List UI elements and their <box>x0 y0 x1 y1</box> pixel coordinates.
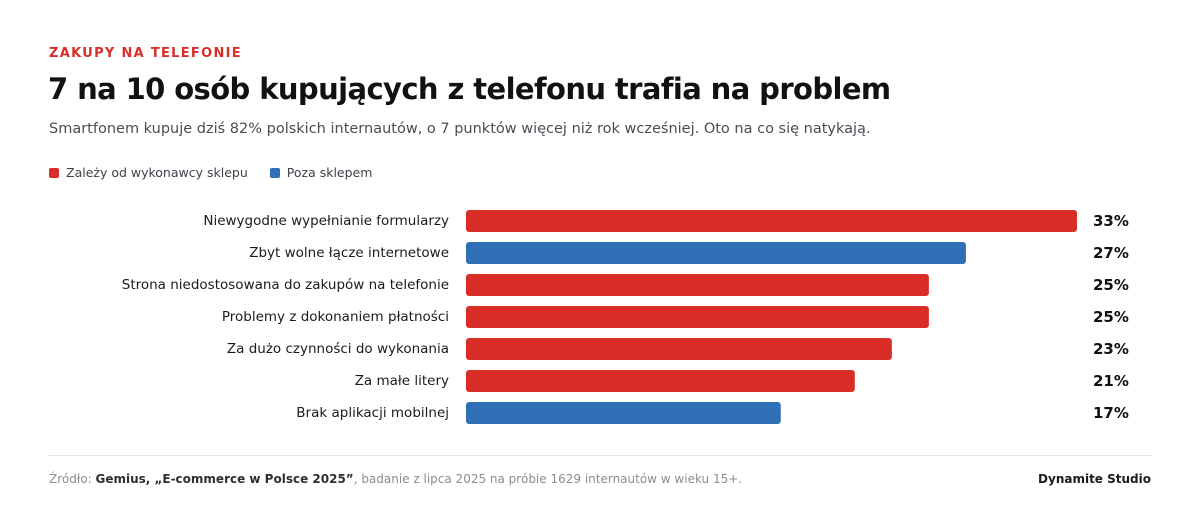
bar <box>466 210 1077 232</box>
bar <box>466 370 855 392</box>
chart-subtitle: Smartfonem kupuje dziś 82% polskich inte… <box>49 121 871 137</box>
legend-swatch-shop <box>49 167 59 178</box>
eyebrow-label: ZAKUPY NA TELEFONIE <box>49 46 242 61</box>
category-label: Za dużo czynności do wykonania <box>227 341 449 357</box>
category-label: Problemy z dokonaniem płatności <box>222 309 449 325</box>
category-label: Brak aplikacji mobilnej <box>296 405 449 421</box>
brand-credit: Dynamite Studio <box>1038 472 1151 486</box>
category-label: Zbyt wolne łącze internetowe <box>249 245 449 261</box>
value-label: 17% <box>1093 404 1129 422</box>
value-label: 23% <box>1093 340 1129 358</box>
bar <box>466 402 781 424</box>
bar-chart: Niewygodne wypełnianie formularzy 33% Zbyt… <box>122 210 1129 424</box>
value-label: 27% <box>1093 244 1129 262</box>
source-prefix: Źródło: <box>49 472 96 486</box>
footer-divider <box>49 455 1151 456</box>
value-label: 25% <box>1093 308 1129 326</box>
legend: Zależy od wykonawcy sklepu Poza sklepem <box>49 165 372 180</box>
legend-item-outside: Poza sklepem <box>269 165 373 180</box>
legend-item-shop: Zależy od wykonawcy sklepu <box>49 165 248 180</box>
source-note: Źródło: Gemius, „E-commerce w Polsce 202… <box>49 472 742 486</box>
legend-label-outside: Poza sklepem <box>286 165 373 180</box>
value-label: 25% <box>1093 276 1129 294</box>
bar <box>466 242 966 264</box>
chart-title: 7 na 10 osób kupujących z telefonu trafi… <box>48 72 891 106</box>
category-label: Strona niedostosowana do zakupów na tele… <box>122 277 449 293</box>
value-label: 21% <box>1093 372 1129 390</box>
bar <box>466 338 892 360</box>
legend-swatch-outside <box>269 167 280 178</box>
source-title: Gemius, „E-commerce w Polsce 2025” <box>95 472 354 486</box>
category-label: Za małe litery <box>355 373 449 389</box>
category-label: Niewygodne wypełnianie formularzy <box>203 213 449 229</box>
value-label: 33% <box>1093 212 1129 230</box>
bar <box>466 306 929 328</box>
source-details: , badanie z lipca 2025 na próbie 1629 in… <box>353 472 743 486</box>
bar <box>466 274 929 296</box>
legend-label-shop: Zależy od wykonawcy sklepu <box>66 165 248 180</box>
